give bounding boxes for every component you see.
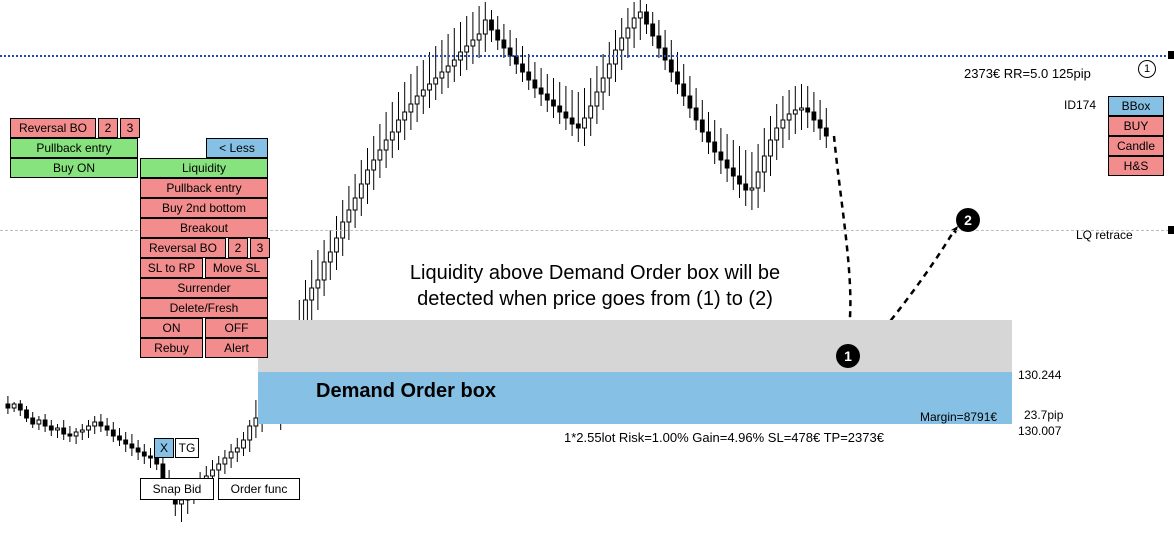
- bbox-button[interactable]: BBox: [1108, 96, 1164, 116]
- less-button[interactable]: < Less: [206, 138, 268, 158]
- reversal-bo-button[interactable]: Reversal BO: [10, 118, 96, 138]
- axis-tick: [1168, 226, 1174, 234]
- surrender-button[interactable]: Surrender: [140, 278, 268, 298]
- explain-line-2: detected when price goes from (1) to (2): [345, 288, 845, 311]
- candle-button[interactable]: Candle: [1108, 136, 1164, 156]
- marker-ring-1: 1: [1138, 60, 1156, 78]
- reversal-bo-button[interactable]: Reversal BO: [140, 238, 226, 258]
- 3-button[interactable]: 3: [120, 118, 140, 138]
- sl-to-rp-button[interactable]: SL to RP: [140, 258, 203, 278]
- buy-2nd-bottom-button[interactable]: Buy 2nd bottom: [140, 198, 268, 218]
- off-button[interactable]: OFF: [205, 318, 268, 338]
- price-label: 130.007: [1018, 424, 1061, 438]
- stats-line: 1*2.55lot Risk=1.00% Gain=4.96% SL=478€ …: [564, 430, 884, 445]
- x-button[interactable]: X: [154, 438, 174, 458]
- pullback-entry-button[interactable]: Pullback entry: [10, 138, 138, 158]
- liquidity-button[interactable]: Liquidity: [140, 158, 268, 178]
- h-s-button[interactable]: H&S: [1108, 156, 1164, 176]
- price-label: 23.7pip: [1024, 408, 1063, 422]
- move-sl-button[interactable]: Move SL: [205, 258, 268, 278]
- delete-fresh-button[interactable]: Delete/Fresh: [140, 298, 268, 318]
- id-label: ID174: [1064, 98, 1096, 112]
- 3-button[interactable]: 3: [250, 238, 270, 258]
- trade-summary-label: 2373€ RR=5.0 125pip: [964, 66, 1091, 81]
- demand-order-box-title: Demand Order box: [316, 380, 496, 403]
- liquidity-zone: [258, 320, 1012, 372]
- marker-bullet-1: 1: [836, 344, 860, 368]
- marker-ring-1-label: 1: [1144, 63, 1150, 75]
- alert-button[interactable]: Alert: [205, 338, 268, 358]
- 2-button[interactable]: 2: [98, 118, 118, 138]
- on-button[interactable]: ON: [140, 318, 203, 338]
- explain-line-1: Liquidity above Demand Order box will be: [345, 262, 845, 285]
- horizontal-line: [0, 55, 1174, 57]
- stage: Demand Order box Reversal BO23Pullback e…: [0, 0, 1174, 535]
- rebuy-button[interactable]: Rebuy: [140, 338, 203, 358]
- breakout-button[interactable]: Breakout: [140, 218, 268, 238]
- price-label: 130.244: [1018, 368, 1061, 382]
- buy-button[interactable]: BUY: [1108, 116, 1164, 136]
- tg-button[interactable]: TG: [175, 438, 199, 458]
- margin-label: Margin=8791€: [920, 410, 997, 424]
- buy-on-button[interactable]: Buy ON: [10, 158, 138, 178]
- snap-bid-button[interactable]: Snap Bid: [140, 478, 214, 500]
- axis-tick: [1168, 51, 1174, 59]
- marker-bullet-2: 2: [956, 208, 980, 232]
- pullback-entry-button[interactable]: Pullback entry: [140, 178, 268, 198]
- lq-retrace-label: LQ retrace: [1076, 228, 1133, 242]
- order-func-button[interactable]: Order func: [218, 478, 300, 500]
- 2-button[interactable]: 2: [228, 238, 248, 258]
